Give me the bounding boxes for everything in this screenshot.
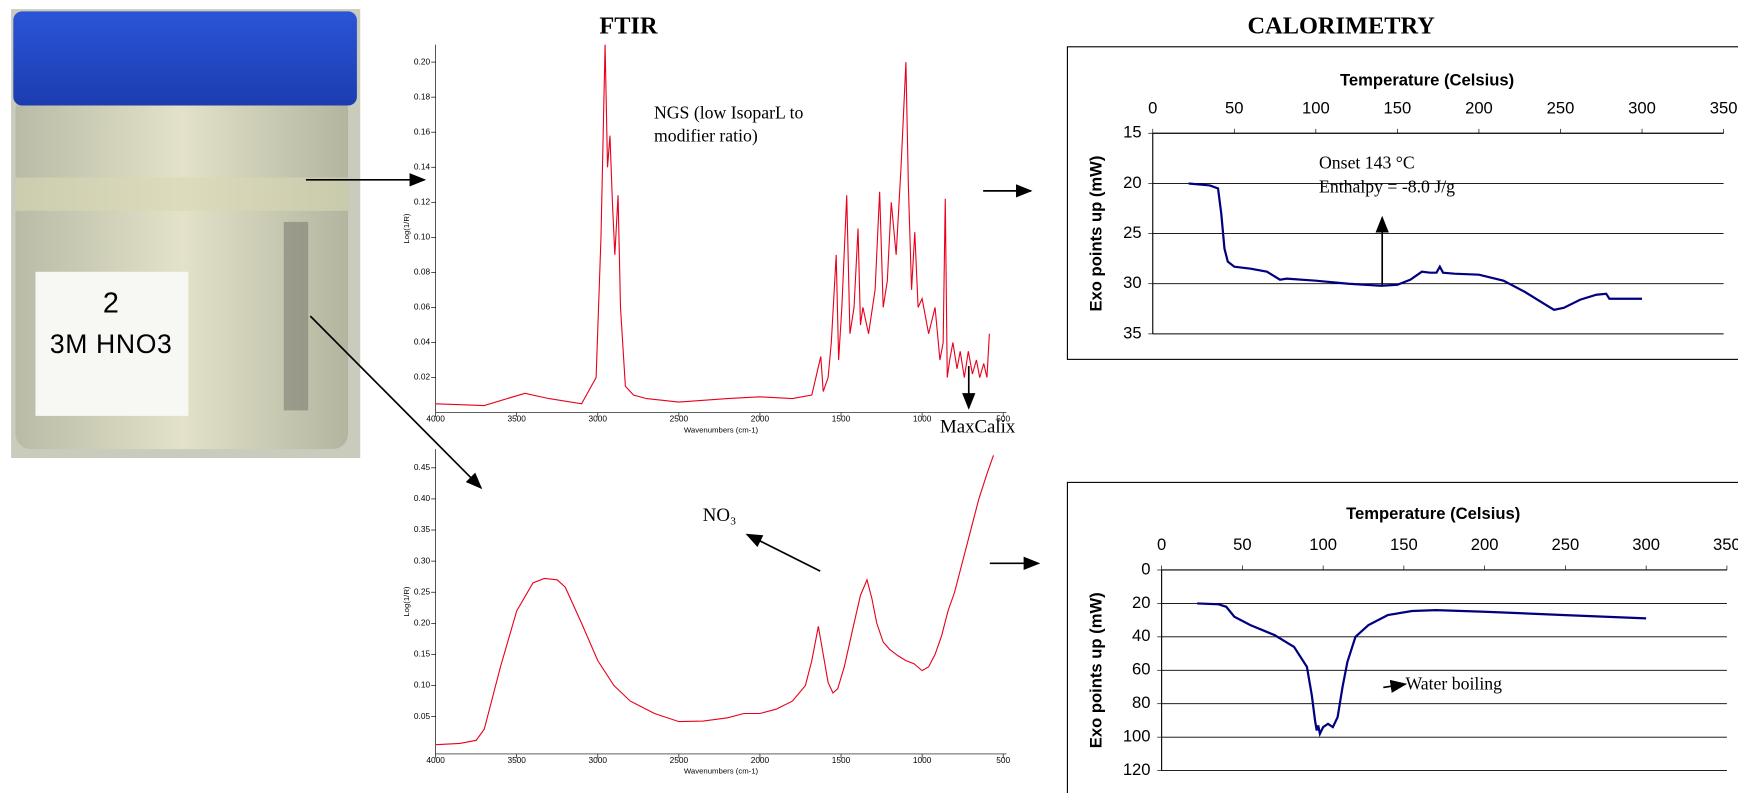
y-tick-label: 0.16 [414,126,431,136]
data-line [1188,182,1643,311]
heading: FTIR [599,13,658,40]
x-tick-label: 1000 [913,755,932,765]
x-tick-label: 0 [1157,535,1166,554]
x-tick-label: 2500 [670,755,689,765]
x-tick-label: 50 [1225,98,1243,117]
chart-frame [1066,46,1738,360]
x-tick-label: 50 [1233,535,1251,554]
annotation: modifier ratio) [654,126,758,146]
x-tick-label: 250 [1547,98,1575,117]
y-tick-label: 0.20 [414,618,431,628]
arrow [309,315,483,490]
x-tick-label: 2500 [670,413,689,423]
x-tick-label: 0 [1148,98,1157,117]
x-tick-label: 250 [1552,535,1580,554]
y-tick-label: 20 [1123,173,1141,192]
y-tick-label: 0.15 [414,649,431,659]
annotation: Enthalpy = -8.0 J/g [1319,177,1455,197]
y-tick-label: 0.12 [414,196,431,206]
annotation: Water boiling [1405,673,1502,693]
annotation: MaxCalix [940,416,1016,437]
y-tick-label: 30 [1123,273,1141,292]
x-tick-label: 300 [1632,535,1660,554]
jar-label-text: 3M HNO3 [50,329,172,359]
jar-label [35,271,189,416]
x-tick-label: 4000 [426,413,445,423]
y-tick-label: 0.05 [414,711,431,721]
x-tick-label: 1500 [832,413,851,423]
x-axis-title: Wavenumbers (cm-1) [684,425,759,434]
data-line [435,44,990,407]
y-axis-title: Exo points up (mW) [1087,592,1106,748]
x-tick-label: 350 [1710,98,1738,117]
y-tick-label: 0.45 [414,462,431,472]
annotation: NGS (low IsoparL to [654,102,804,122]
jar-label-text: 2 [103,288,119,320]
x-tick-label: 3000 [589,755,608,765]
x-tick-label: 1000 [913,413,932,423]
y-axis-title: Log(1/R) [402,213,411,244]
x-axis-title: Temperature (Celsius) [1346,504,1520,523]
x-tick-label: 3500 [507,413,526,423]
y-tick-label: 120 [1123,760,1151,779]
y-tick-label: 0 [1141,559,1150,578]
x-tick-label: 1500 [832,755,851,765]
y-tick-label: 0.02 [414,372,431,382]
x-tick-label: 500 [996,755,1010,765]
x-tick-label: 3500 [507,755,526,765]
y-tick-label: 0.18 [414,91,431,101]
heading: CALORIMETRY [1247,13,1435,40]
y-tick-label: 15 [1123,123,1141,142]
photo: 2 3M HNO3 [11,9,361,459]
x-tick-label: 200 [1471,535,1499,554]
x-axis-title: Temperature (Celsius) [1340,71,1514,90]
y-tick-label: 80 [1132,693,1150,712]
jar-reflection [283,221,309,411]
y-tick-label: 0.35 [414,524,431,534]
x-tick-label: 300 [1628,98,1656,117]
x-tick-label: 100 [1302,98,1330,117]
y-tick-label: 0.20 [414,56,431,66]
data-line [435,455,994,746]
y-tick-label: 0.08 [414,267,431,277]
annotation: NO₃ [703,505,737,526]
arrows [305,173,1408,693]
y-tick-label: 0.25 [414,586,431,596]
y-tick-label: 0.10 [414,680,431,690]
y-tick-label: 20 [1132,593,1150,612]
y-tick-label: 25 [1123,223,1141,242]
y-tick-label: 60 [1132,660,1150,679]
x-tick-label: 350 [1713,535,1738,554]
arrow [1383,679,1408,693]
y-tick-label: 0.10 [414,232,431,242]
annotation: Onset 143 °C [1319,152,1415,172]
y-tick-label: 40 [1132,626,1150,645]
data-line [1197,602,1647,738]
x-tick-label: 2000 [751,413,770,423]
chart-frame [1066,481,1738,793]
y-tick-label: 0.40 [414,493,431,503]
x-tick-label: 4000 [426,755,445,765]
x-tick-label: 200 [1465,98,1493,117]
y-tick-label: 35 [1123,323,1141,342]
y-tick-label: 0.06 [414,302,431,312]
liquid-layer [15,177,349,211]
y-tick-label: 0.04 [414,337,431,347]
x-tick-label: 150 [1384,98,1412,117]
y-axis-title: Log(1/R) [402,586,411,617]
x-tick-label: 100 [1309,535,1337,554]
jar-cap [13,11,357,106]
y-tick-label: 0.14 [414,161,431,171]
x-tick-label: 150 [1390,535,1418,554]
y-axis-title: Exo points up (mW) [1087,156,1106,312]
x-tick-label: 2000 [751,755,770,765]
y-tick-label: 0.30 [414,555,431,565]
x-axis-title: Wavenumbers (cm-1) [684,767,759,776]
y-tick-label: 100 [1123,727,1151,746]
arrow [745,533,821,572]
x-tick-label: 500 [996,413,1010,423]
x-tick-label: 3000 [589,413,608,423]
